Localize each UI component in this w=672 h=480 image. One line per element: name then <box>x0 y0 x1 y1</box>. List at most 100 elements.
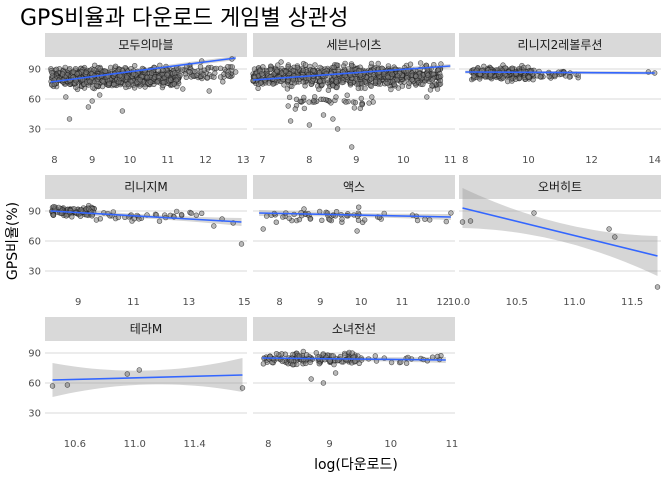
data-point <box>201 67 208 73</box>
data-point <box>320 380 327 386</box>
data-point <box>273 219 279 225</box>
y-tick-label: 90 <box>28 65 41 76</box>
facet-panel: 테라M 30 60 90 10.6 11.0 11.4 <box>28 317 247 450</box>
data-point <box>287 118 294 124</box>
data-point <box>174 208 180 215</box>
data-point <box>369 94 375 100</box>
data-point <box>385 74 391 81</box>
data-point <box>275 62 281 68</box>
data-point <box>188 210 194 216</box>
data-point <box>285 103 291 109</box>
data-point <box>319 217 325 224</box>
trend-line <box>465 71 655 74</box>
data-point <box>73 84 79 91</box>
data-point <box>482 73 488 79</box>
data-point <box>333 94 339 100</box>
data-point <box>66 116 73 122</box>
data-point <box>49 73 56 79</box>
data-point <box>459 219 466 225</box>
data-point <box>260 64 266 70</box>
data-point <box>89 98 95 104</box>
facet-strip <box>459 175 661 199</box>
data-point <box>99 83 106 90</box>
data-point <box>91 62 98 69</box>
data-point <box>500 75 506 81</box>
data-point <box>339 216 345 222</box>
data-point <box>274 68 280 74</box>
data-point <box>199 210 205 217</box>
x-tick-label: 10 <box>397 155 410 166</box>
data-point <box>606 226 612 232</box>
data-point <box>438 61 444 67</box>
x-tick-label: 11 <box>446 439 459 450</box>
data-point <box>270 81 276 87</box>
x-axis-title: log(다운로드) <box>314 457 398 473</box>
facet-strip-label: 소녀전선 <box>332 322 376 336</box>
x-tick-label: 14 <box>648 155 661 166</box>
x-tick-label: 11.0 <box>563 297 585 308</box>
data-point <box>70 69 77 75</box>
data-point <box>200 71 207 78</box>
data-point <box>278 59 284 65</box>
data-point <box>372 353 378 359</box>
data-point <box>407 61 414 67</box>
facet-strip <box>253 317 455 341</box>
data-point <box>333 209 340 215</box>
facet-strip <box>45 317 247 341</box>
x-tick-label: 12 <box>199 155 212 166</box>
data-point <box>357 72 363 78</box>
data-point <box>427 87 434 93</box>
data-point <box>136 216 142 222</box>
data-point <box>422 216 428 222</box>
data-point <box>300 79 306 85</box>
x-tick-label: 11 <box>127 297 140 308</box>
data-point <box>307 359 313 366</box>
data-point <box>324 77 330 83</box>
data-point <box>292 106 298 112</box>
data-point <box>368 60 375 67</box>
data-point <box>434 353 441 360</box>
data-point <box>359 101 365 108</box>
data-point <box>612 234 618 240</box>
data-point <box>294 64 301 71</box>
data-point <box>267 66 274 73</box>
data-point <box>279 358 286 365</box>
data-point <box>512 76 519 82</box>
data-point <box>63 213 70 219</box>
data-point <box>229 64 236 70</box>
data-point <box>124 371 131 377</box>
data-point <box>290 67 297 74</box>
y-tick-label: 60 <box>28 379 41 390</box>
data-point <box>375 60 381 67</box>
data-point <box>349 350 355 356</box>
x-tick-label: 8 <box>51 155 57 166</box>
x-tick-label: 11.4 <box>183 439 205 450</box>
data-point <box>90 85 96 91</box>
data-point <box>531 210 537 216</box>
y-tick-label: 30 <box>28 125 41 136</box>
data-point <box>193 212 200 218</box>
data-point <box>106 80 112 87</box>
data-point <box>355 85 361 92</box>
x-tick-label: 9 <box>353 155 359 166</box>
trend-line <box>252 65 451 81</box>
data-point <box>280 214 286 220</box>
data-point <box>171 81 178 87</box>
data-point <box>285 77 291 84</box>
x-tick-label: 13 <box>183 297 196 308</box>
facet-strip-label: 액스 <box>343 180 365 194</box>
data-point <box>220 79 226 85</box>
data-point <box>509 65 515 71</box>
data-point <box>131 85 138 91</box>
data-point <box>59 71 66 77</box>
data-point <box>331 361 337 368</box>
data-point <box>487 72 494 78</box>
facet-strip <box>45 33 247 57</box>
data-point <box>471 73 477 79</box>
data-point <box>327 217 333 223</box>
data-point <box>310 67 316 74</box>
data-point <box>575 72 581 78</box>
data-point <box>334 126 341 132</box>
data-point <box>51 203 57 210</box>
data-point <box>306 99 312 105</box>
